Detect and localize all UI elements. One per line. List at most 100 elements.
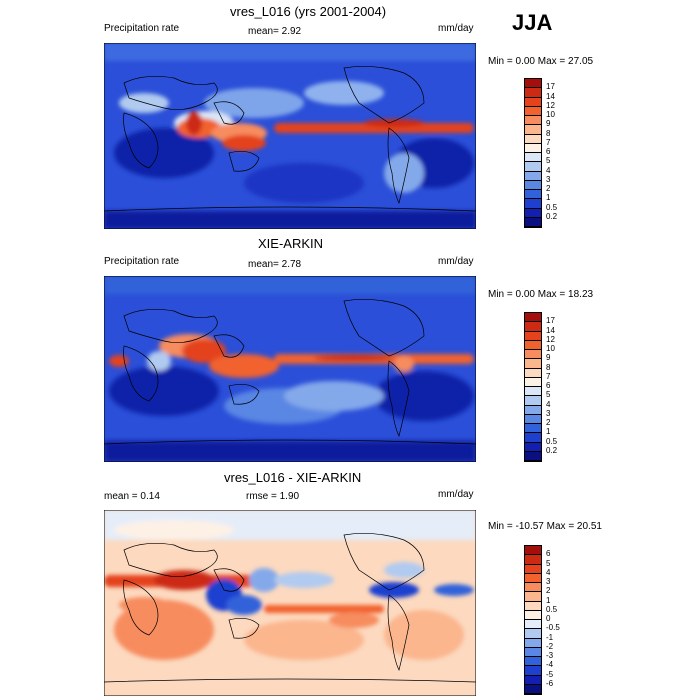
- colorbar-swatch: [525, 106, 541, 116]
- colorbar-tick-label: 6: [546, 381, 551, 390]
- precip-map-difference: [104, 510, 476, 696]
- panel-minmax-label: Min = 0.00 Max = 27.05: [488, 56, 594, 67]
- colorbar-tick-label: 6: [546, 549, 551, 559]
- colorbar-labels: 6 5 4 3 2 1 0.5 0 -0.5 -1 -2 -3 -4 -5 -6: [546, 545, 586, 695]
- colorbar-tick-label: 0: [546, 614, 551, 623]
- colorbar-tick-label: 8: [546, 362, 551, 372]
- colorbar-tick-label: 8: [546, 128, 551, 138]
- precip-map-observed: [104, 276, 476, 462]
- colorbar-swatch: [525, 433, 541, 443]
- colorbar-tick-label: 1: [546, 193, 551, 203]
- precip-map-model: [104, 43, 476, 229]
- colorbar-tick-label: 4: [546, 399, 551, 409]
- colorbar-tick-label: 14: [546, 91, 555, 101]
- colorbar: [524, 545, 542, 695]
- colorbar-tick-label: 3: [546, 408, 551, 418]
- colorbar-swatch: [525, 88, 541, 98]
- colorbar-tick-label: 0.5: [546, 202, 558, 212]
- colorbar-swatch: [525, 657, 541, 667]
- colorbar-tick-label: 14: [546, 325, 555, 335]
- colorbar-tick-label: -4: [546, 660, 554, 670]
- colorbar-swatch: [525, 217, 541, 227]
- colorbar-swatch: [525, 546, 541, 556]
- colorbar-swatch: [525, 134, 541, 144]
- colorbar-labels: 17 14 12 10 9 8 7 6 5 4 3 2 1 0.5 0.2: [546, 78, 586, 228]
- panel-units-label: mm/day: [438, 256, 474, 267]
- colorbar-tick-label: 0.5: [546, 436, 558, 446]
- colorbar-tick-label: 17: [546, 82, 555, 92]
- colorbar-tick-label: 9: [546, 119, 551, 129]
- colorbar-swatch: [525, 180, 541, 190]
- colorbar-swatch: [525, 442, 541, 452]
- colorbar-swatch: [525, 620, 541, 630]
- colorbar-swatch: [525, 675, 541, 685]
- colorbar-tick-label: 6: [546, 147, 551, 156]
- colorbar-swatch: [525, 601, 541, 611]
- colorbar-tick-label: 12: [546, 100, 555, 110]
- colorbar-tick-label: 4: [546, 567, 551, 577]
- panel-units-label: mm/day: [438, 489, 474, 500]
- colorbar-tick-label: 17: [546, 316, 555, 326]
- colorbar-swatch: [525, 424, 541, 434]
- panel-title: XIE-ARKIN: [258, 236, 324, 251]
- colorbar-tick-label: 5: [546, 156, 551, 166]
- colorbar-swatch: [525, 387, 541, 397]
- colorbar-tick-label: 2: [546, 586, 551, 596]
- colorbar-swatch: [525, 331, 541, 341]
- colorbar-swatch: [525, 647, 541, 657]
- colorbar-swatch: [525, 199, 541, 209]
- panel-title: vres_L016 (yrs 2001-2004): [230, 4, 387, 19]
- panel-minmax-label: Min = -10.57 Max = 20.51: [488, 521, 602, 532]
- colorbar-tick-label: -3: [546, 651, 554, 660]
- colorbar: [524, 312, 542, 462]
- colorbar-swatch: [525, 610, 541, 620]
- colorbar-tick-label: -5: [546, 669, 554, 679]
- colorbar-tick-label: 1: [546, 595, 551, 605]
- colorbar-tick-label: 10: [546, 344, 555, 353]
- colorbar-tick-label: -0.5: [546, 623, 560, 633]
- colorbar-tick-label: 2: [546, 184, 551, 193]
- colorbar-tick-label: -6: [546, 678, 554, 688]
- colorbar-swatch: [525, 583, 541, 593]
- colorbar-swatch: [525, 208, 541, 218]
- colorbar-swatch: [525, 116, 541, 126]
- colorbar-swatch: [525, 573, 541, 583]
- colorbar-swatch: [525, 555, 541, 565]
- colorbar-tick-label: 12: [546, 334, 555, 344]
- colorbar-swatch: [525, 79, 541, 89]
- panel-units-label: mm/day: [438, 23, 474, 34]
- colorbar-swatch: [525, 153, 541, 163]
- colorbar-tick-label: 2: [546, 418, 551, 427]
- colorbar-swatch: [525, 684, 541, 694]
- panel-left-label: Precipitation rate: [104, 256, 180, 267]
- colorbar-swatch: [525, 313, 541, 323]
- colorbar-tick-label: 7: [546, 137, 551, 147]
- panel-left-label: Precipitation rate: [104, 23, 180, 34]
- colorbar-swatch: [525, 638, 541, 648]
- colorbar-tick-label: -2: [546, 641, 554, 651]
- colorbar-swatch: [525, 592, 541, 602]
- colorbar-tick-label: 0.2: [546, 211, 558, 221]
- season-label: JJA: [512, 10, 553, 35]
- colorbar-swatch: [525, 451, 541, 461]
- colorbar-swatch: [525, 125, 541, 135]
- panel-mean-label: mean= 2.92: [248, 26, 302, 37]
- colorbar-tick-label: 4: [546, 165, 551, 175]
- colorbar: [524, 78, 542, 228]
- colorbar-tick-label: 5: [546, 390, 551, 400]
- colorbar-tick-label: 1: [546, 427, 551, 437]
- colorbar-swatch: [525, 629, 541, 639]
- panel-title: vres_L016 - XIE-ARKIN: [224, 470, 362, 485]
- colorbar-tick-label: 7: [546, 371, 551, 381]
- colorbar-swatch: [525, 564, 541, 574]
- colorbar-swatch: [525, 396, 541, 406]
- colorbar-swatch: [525, 377, 541, 387]
- colorbar-swatch: [525, 190, 541, 200]
- colorbar-swatch: [525, 322, 541, 332]
- colorbar-swatch: [525, 171, 541, 181]
- colorbar-swatch: [525, 368, 541, 378]
- colorbar-swatch: [525, 350, 541, 360]
- colorbar-tick-label: 9: [546, 353, 551, 363]
- colorbar-tick-label: 0.5: [546, 604, 558, 614]
- colorbar-swatch: [525, 414, 541, 424]
